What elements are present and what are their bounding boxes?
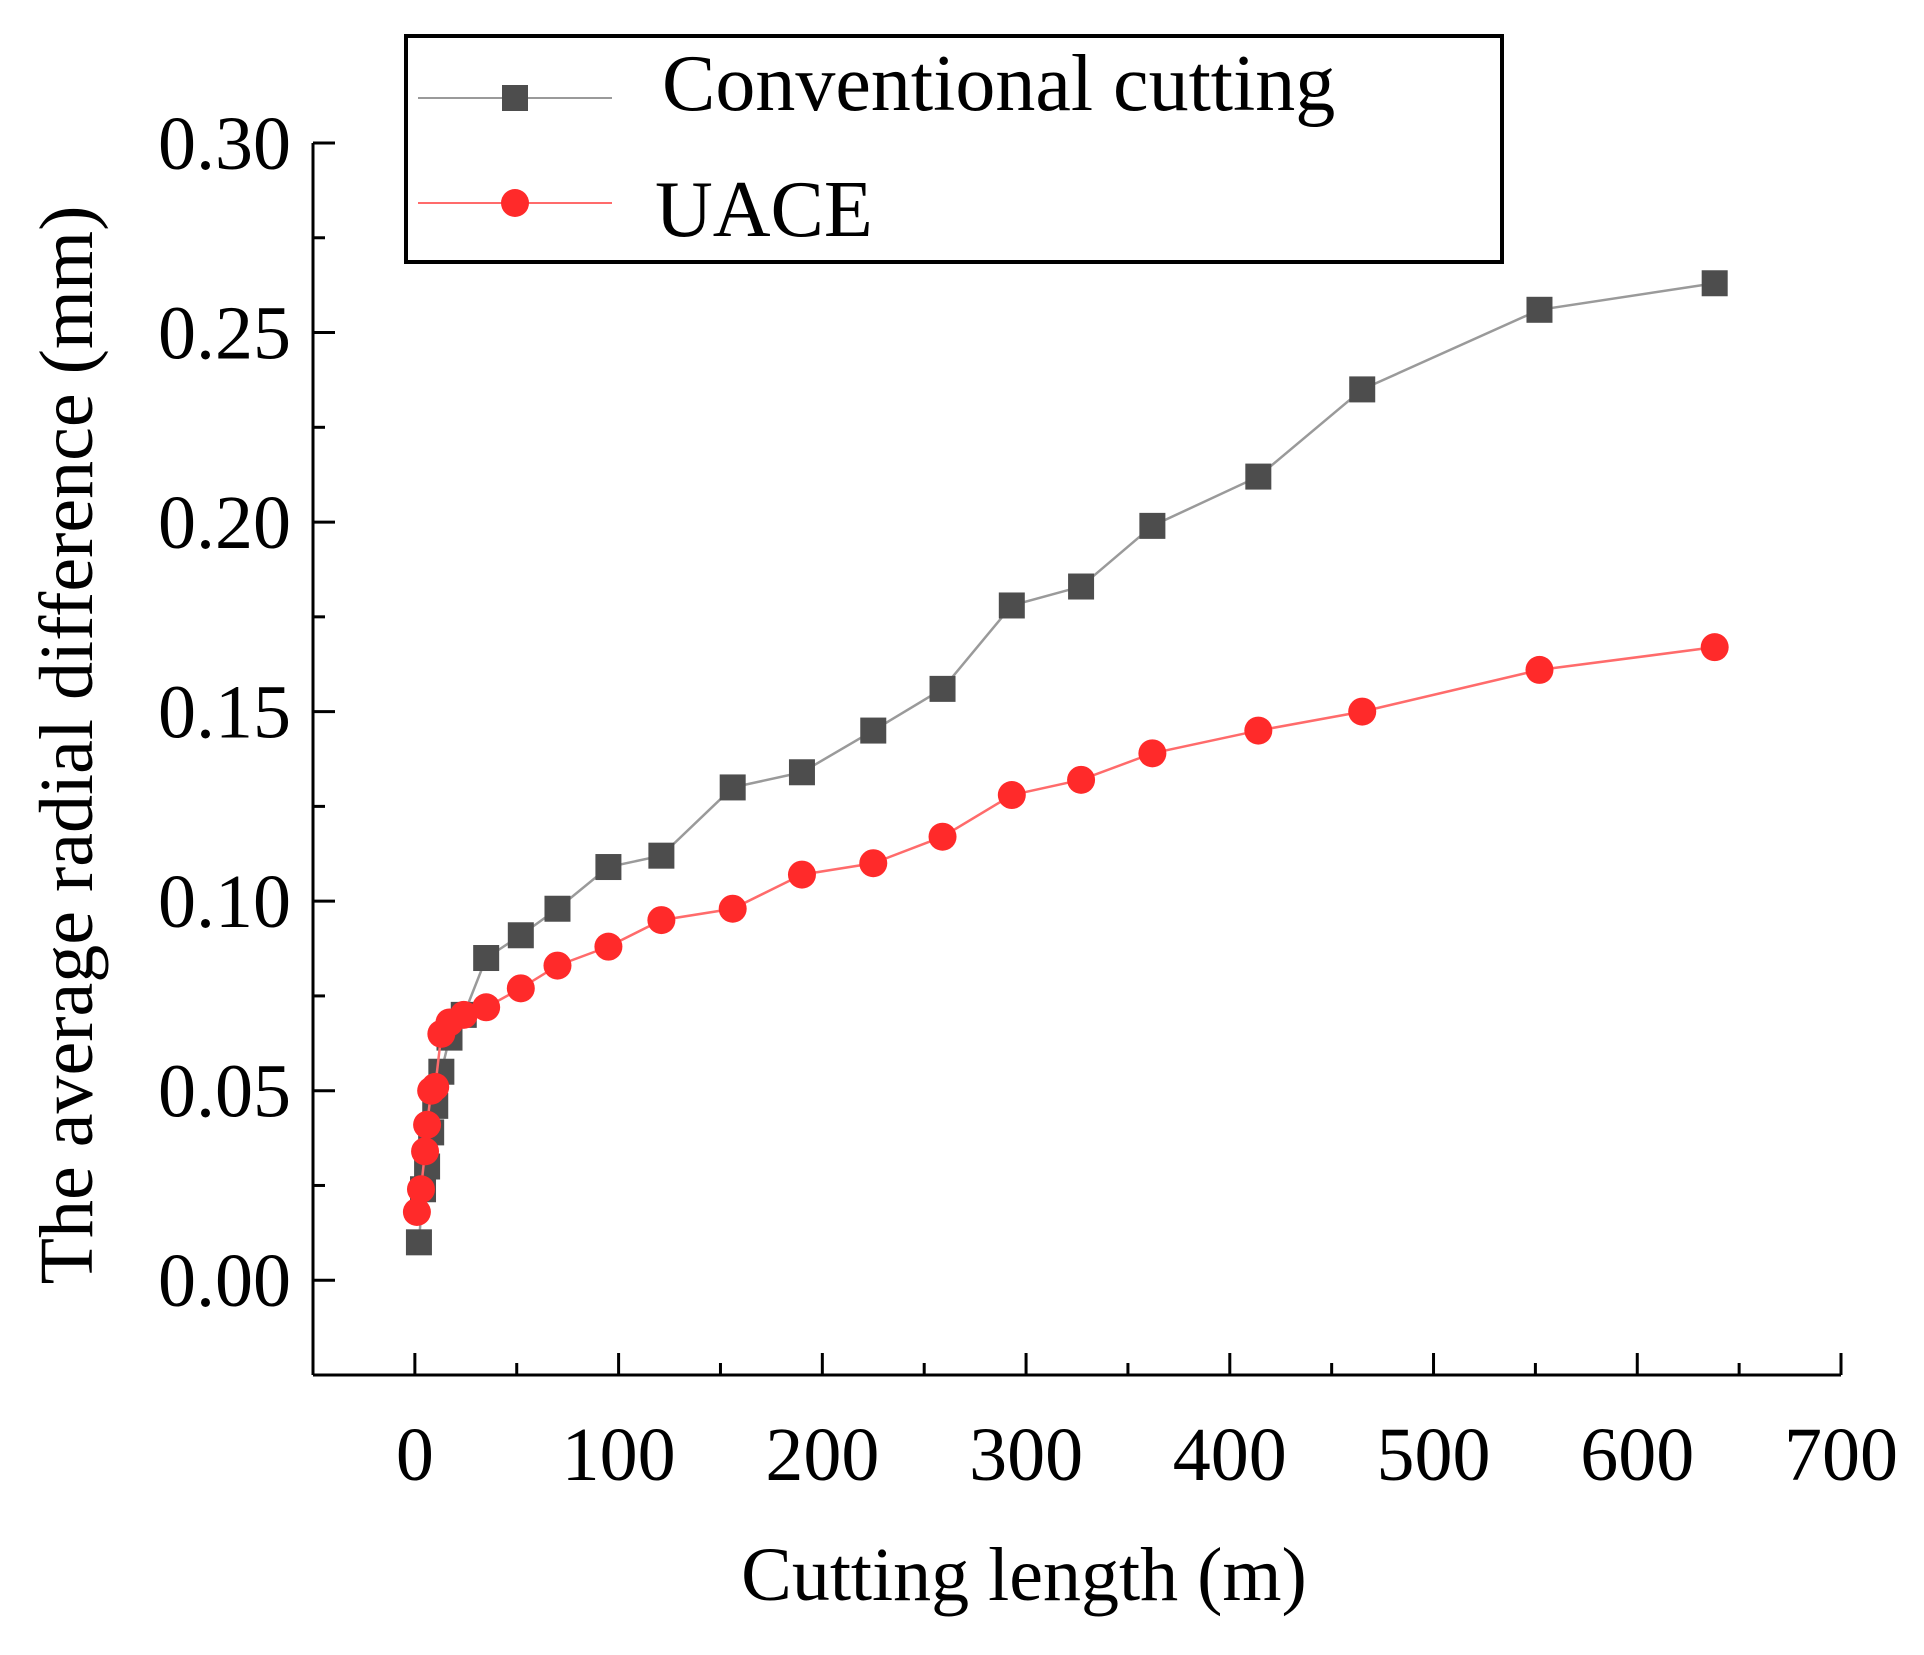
data-point-uace: [421, 1072, 450, 1101]
y-tick-label: 0.10: [158, 860, 291, 944]
data-point-conventional-cutting: [405, 1229, 432, 1256]
data-point-uace: [928, 822, 957, 851]
legend-label-conventional: Conventional cutting: [662, 40, 1335, 128]
data-point-conventional-cutting: [1349, 376, 1376, 403]
x-tick-label: 200: [765, 1413, 879, 1497]
data-point-uace: [402, 1197, 431, 1226]
data-point-conventional-cutting: [860, 717, 887, 744]
data-point-conventional-cutting: [648, 842, 675, 869]
data-point-conventional-cutting: [473, 945, 500, 972]
y-tick-label: 0.05: [158, 1050, 291, 1134]
x-tick-label: 300: [969, 1413, 1083, 1497]
data-point-uace: [406, 1175, 435, 1204]
data-point-uace: [449, 1000, 478, 1029]
data-point-uace: [1244, 716, 1273, 745]
legend-label-uace: UACE: [655, 166, 873, 254]
data-point-conventional-cutting: [929, 675, 956, 702]
x-tick-label: 500: [1377, 1413, 1491, 1497]
legend-marker-uace: [501, 189, 529, 217]
data-point-uace: [787, 860, 816, 889]
data-point-uace: [411, 1137, 440, 1166]
data-point-uace: [594, 932, 623, 961]
y-tick-label: 0.00: [158, 1239, 291, 1323]
data-point-uace: [472, 993, 501, 1022]
data-point-uace: [1700, 633, 1729, 662]
x-tick-label: 0: [396, 1413, 434, 1497]
data-point-uace: [859, 849, 888, 878]
x-tick-label: 400: [1173, 1413, 1287, 1497]
data-point-conventional-cutting: [1068, 573, 1095, 600]
data-point-conventional-cutting: [1245, 463, 1272, 490]
series-line-conventional-cutting: [417, 282, 1715, 1243]
data-point-uace: [1067, 765, 1096, 794]
data-point-uace: [543, 951, 572, 980]
data-point-uace: [1525, 655, 1554, 684]
x-axis-ticks: 0 100 200 300 400 500 600 700: [396, 1353, 1898, 1497]
data-point-uace: [647, 906, 676, 935]
data-point-conventional-cutting: [998, 592, 1025, 619]
y-axis-ticks: 0.00 0.05 0.10 0.15 0.20 0.25 0.30: [158, 102, 335, 1323]
data-point-uace: [718, 894, 747, 923]
x-axis-title: Cutting length (m): [741, 1533, 1307, 1617]
legend-box: [404, 34, 1504, 264]
y-axis-title: The average radial difference (mm): [25, 206, 109, 1285]
data-point-uace: [413, 1110, 442, 1139]
data-point-uace: [1348, 697, 1377, 726]
series-line-uace: [415, 645, 1715, 1213]
x-tick-label: 100: [562, 1413, 676, 1497]
data-point-uace: [997, 781, 1026, 810]
data-point-conventional-cutting: [1139, 512, 1166, 539]
y-tick-label: 0.30: [158, 102, 291, 186]
legend: Conventional cutting UACE: [404, 34, 1504, 264]
data-point-conventional-cutting: [544, 895, 571, 922]
data-point-conventional-cutting: [719, 774, 746, 801]
data-point-conventional-cutting: [1526, 296, 1553, 323]
x-tick-label: 700: [1784, 1413, 1898, 1497]
data-point-conventional-cutting: [507, 922, 534, 949]
legend-marker-conventional: [502, 85, 528, 111]
data-point-uace: [1138, 739, 1167, 768]
data-point-conventional-cutting: [788, 759, 815, 786]
data-point-conventional-cutting: [1701, 270, 1728, 297]
y-tick-label: 0.20: [158, 481, 291, 565]
plot-area: [402, 270, 1729, 1256]
y-tick-label: 0.25: [158, 292, 291, 376]
data-point-uace: [506, 974, 535, 1003]
x-tick-label: 600: [1580, 1413, 1694, 1497]
data-point-conventional-cutting: [595, 854, 622, 881]
y-tick-label: 0.15: [158, 671, 291, 755]
